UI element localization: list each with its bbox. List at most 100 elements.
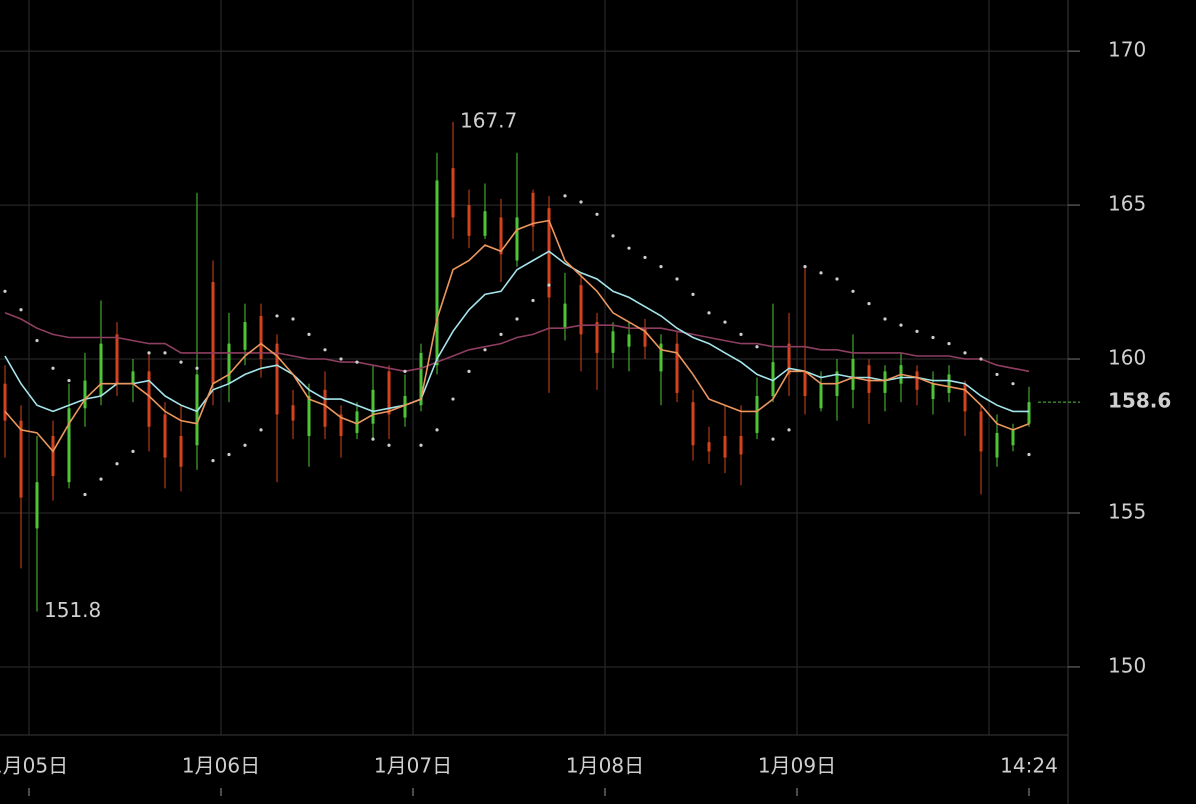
sar-dot	[211, 459, 215, 463]
candle-body	[867, 365, 871, 393]
sar-dot	[467, 369, 471, 373]
sar-dot	[851, 289, 855, 293]
candle-body	[659, 343, 663, 372]
candle-body	[691, 402, 695, 446]
sar-dot	[499, 332, 503, 336]
sar-dot	[307, 332, 311, 336]
sar-dot	[99, 477, 103, 481]
candle-body	[195, 374, 199, 446]
candle-body	[323, 389, 327, 427]
sar-dot	[883, 317, 887, 321]
sar-dot	[643, 255, 647, 260]
sar-dot	[339, 357, 343, 361]
y-tick-label: 155	[1108, 499, 1146, 523]
sar-dot	[707, 311, 711, 315]
sar-dot	[275, 314, 279, 318]
sar-dot	[947, 342, 951, 346]
sar-dot	[451, 397, 455, 401]
sar-dot	[691, 292, 695, 296]
candle-body	[227, 343, 231, 384]
candle-body	[259, 315, 263, 360]
sar-dot	[179, 360, 183, 364]
candle-body	[579, 285, 583, 335]
candle-body	[643, 328, 647, 347]
sar-dot	[371, 437, 375, 441]
candle-body	[547, 208, 551, 298]
sar-dot	[931, 335, 935, 340]
sar-dot	[723, 320, 727, 324]
sar-dot	[35, 338, 39, 343]
candle-body	[83, 380, 87, 409]
candle-body	[755, 395, 759, 433]
sar-dot	[659, 265, 663, 269]
ma-line	[4, 219, 1030, 453]
sar-dot	[483, 348, 487, 352]
x-tick-label: 1月09日	[758, 754, 836, 778]
sar-dot	[739, 332, 743, 336]
sar-dot	[1011, 382, 1015, 386]
last-time-label: 14:24	[1000, 754, 1058, 778]
sar-dot	[387, 443, 391, 447]
candle-body	[211, 282, 215, 384]
candle-body	[3, 383, 7, 421]
sar-dot	[163, 351, 167, 355]
extreme-label: 151.8	[44, 598, 101, 622]
sar-dot	[579, 200, 583, 204]
candle-body	[771, 362, 775, 396]
candle-body	[435, 180, 439, 366]
sar-dot	[915, 329, 919, 333]
sar-dot	[403, 369, 407, 373]
candle-body	[371, 389, 375, 424]
candle-body	[1011, 429, 1015, 446]
candle-body	[467, 205, 471, 236]
candle-body	[307, 395, 311, 437]
sar-dot	[259, 428, 263, 432]
candle-body	[979, 411, 983, 452]
last-price-label: 158.6	[1108, 389, 1171, 413]
candle-body	[531, 192, 535, 227]
candle-body	[147, 371, 151, 427]
sar-dot	[787, 428, 791, 432]
candle-body	[499, 217, 503, 255]
sar-dot	[51, 366, 55, 370]
candle-body	[35, 482, 39, 529]
ma-line	[4, 250, 1029, 413]
candle-body	[67, 408, 71, 483]
candle-body	[115, 334, 119, 384]
sar-dot	[291, 317, 295, 321]
candle-body	[563, 303, 567, 329]
sar-dot	[563, 194, 567, 198]
candle-body	[483, 211, 487, 236]
candle-body	[803, 371, 807, 396]
candle-body	[787, 343, 791, 375]
sar-dot	[963, 351, 967, 355]
sar-dot	[979, 357, 983, 361]
sar-dot	[611, 234, 615, 238]
sar-dot	[771, 437, 775, 441]
candle-body	[403, 395, 407, 418]
x-tick-label: 1月07日	[374, 754, 452, 778]
candle-body	[131, 371, 135, 384]
extreme-label: 167.7	[460, 108, 517, 132]
sar-dot	[675, 277, 679, 281]
sar-dot	[803, 265, 807, 269]
candle-body	[179, 436, 183, 467]
candle-body	[291, 405, 295, 421]
sar-dot	[515, 317, 519, 321]
candle-body	[819, 383, 823, 409]
x-tick-label: 1月06日	[182, 754, 260, 778]
sar-dot	[131, 449, 135, 454]
sar-dot	[419, 443, 423, 447]
candle-body	[723, 436, 727, 458]
sar-dot	[195, 366, 199, 370]
candle-body	[515, 217, 519, 261]
y-tick-label: 170	[1108, 38, 1146, 62]
candle-body	[851, 359, 855, 390]
sar-dot	[355, 360, 359, 364]
sar-dot	[835, 277, 839, 281]
candle-body	[387, 371, 391, 415]
candle-body	[611, 331, 615, 353]
candle-body	[739, 436, 743, 455]
candle-body	[99, 343, 103, 396]
